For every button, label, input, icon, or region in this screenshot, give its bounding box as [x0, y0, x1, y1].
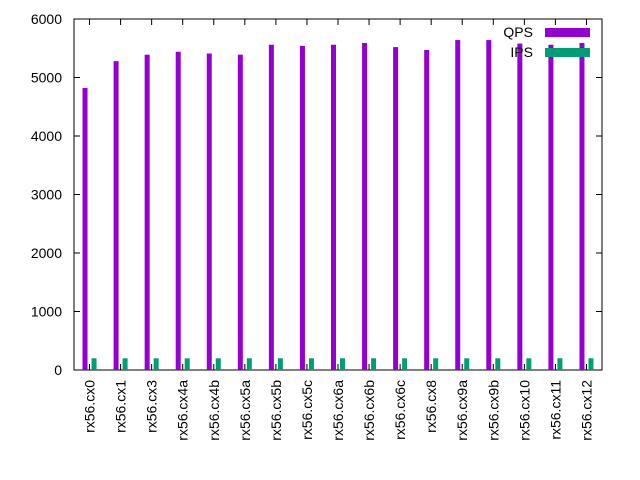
x-tick-label: rx56.cx10: [516, 380, 532, 441]
bar-ips: [557, 358, 563, 370]
bars: [82, 40, 594, 371]
x-tick-label: rx56.cx0: [82, 380, 98, 433]
x-tick-label: rx56.cx9b: [485, 380, 501, 441]
bar-qps: [206, 53, 212, 370]
bar-ips: [433, 358, 439, 370]
bar-qps: [362, 42, 368, 371]
bar-ips: [246, 358, 252, 370]
bar-qps: [82, 88, 88, 370]
x-tick-label: rx56.cx5a: [237, 380, 253, 441]
x-tick-label: rx56.cx8: [423, 380, 439, 433]
y-tick-label: 4000: [31, 128, 62, 144]
bar-ips: [277, 358, 283, 370]
bar-qps: [113, 61, 119, 371]
bar-qps: [486, 40, 492, 371]
x-tick-label: rx56.cx12: [578, 380, 594, 441]
bar-ips: [215, 358, 221, 370]
bar-qps: [424, 50, 430, 370]
y-axis: 0 1000 2000 3000 4000 5000 6000: [31, 11, 602, 378]
x-tick-label: rx56.cx6b: [361, 380, 377, 441]
bar-ips: [122, 358, 128, 370]
bar-ips: [371, 358, 377, 370]
legend: QPS IPS: [503, 24, 590, 60]
bar-qps: [455, 40, 461, 371]
bar-ips: [184, 358, 190, 370]
y-tick-label: 6000: [31, 11, 62, 27]
x-tick-label: rx56.cx5c: [299, 380, 315, 440]
bar-ips: [91, 358, 97, 370]
plot-border: [73, 18, 603, 371]
legend-label: QPS: [503, 24, 533, 40]
plot-frame: [73, 18, 603, 371]
y-tick-label: 1000: [31, 304, 62, 320]
legend-swatch: [545, 28, 590, 37]
bar-qps: [268, 44, 274, 371]
x-axis: rx56.cx0 rx56.cx1 rx56.cx3 rx56.cx4a rx56.cx…: [82, 19, 594, 441]
bar-qps: [144, 54, 150, 371]
bar-ips: [495, 358, 501, 370]
bar-qps: [237, 54, 243, 371]
bar-ips: [340, 358, 345, 370]
bar-ips: [588, 358, 594, 370]
legend-label: IPS: [510, 44, 533, 60]
bar-qps: [517, 43, 523, 370]
x-tick-label: rx56.cx5b: [268, 380, 284, 441]
x-tick-label: rx56.cx1: [113, 380, 129, 433]
bar-ips: [308, 358, 314, 370]
bar-qps: [299, 45, 305, 370]
bar-ips: [526, 358, 532, 370]
x-tick-label: rx56.cx11: [547, 380, 563, 440]
bar-qps: [175, 51, 181, 370]
bar-qps: [393, 47, 399, 371]
x-tick-label: rx56.cx4b: [206, 380, 222, 441]
bar-ips: [153, 358, 159, 370]
bar-qps: [331, 44, 336, 371]
y-tick-label: 2000: [31, 245, 62, 261]
x-tick-label: rx56.cx3: [144, 380, 160, 433]
bar-ips: [402, 358, 408, 370]
legend-swatch: [545, 48, 590, 57]
bar-qps: [548, 44, 554, 371]
x-tick-label: rx56.cx6c: [392, 380, 408, 440]
y-tick-label: 5000: [31, 70, 62, 86]
bar-ips: [464, 358, 470, 370]
y-tick-label: 0: [54, 362, 62, 378]
x-tick-label: rx56.cx4a: [175, 380, 191, 441]
x-tick-label: rx56.cx9a: [454, 380, 470, 441]
y-tick-label: 3000: [31, 187, 62, 203]
bar-qps: [579, 42, 585, 371]
x-tick-label: rx56.cx6a: [330, 380, 346, 441]
